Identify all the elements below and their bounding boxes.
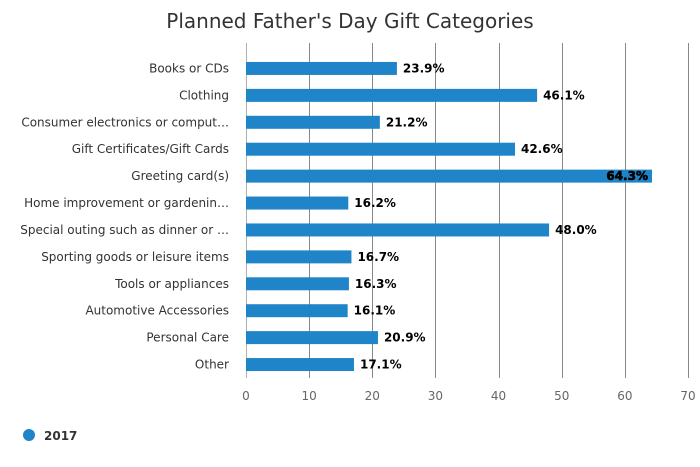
- category-label: Clothing: [179, 88, 229, 102]
- data-label: 46.1%: [543, 88, 585, 102]
- data-label: 16.1%: [354, 304, 396, 318]
- bar[interactable]: [246, 196, 349, 210]
- data-label: 16.2%: [354, 196, 396, 210]
- chart-title: Planned Father's Day Gift Categories: [166, 9, 533, 33]
- bar[interactable]: [246, 61, 397, 75]
- x-tick-label: 30: [428, 389, 443, 403]
- category-label: Books or CDs: [149, 61, 229, 75]
- data-label: 16.3%: [355, 277, 397, 291]
- bar[interactable]: [246, 304, 348, 318]
- category-label: Home improvement or gardenin…: [24, 196, 229, 210]
- data-label: 17.1%: [360, 358, 402, 372]
- x-tick-label: 50: [554, 389, 569, 403]
- bar[interactable]: [246, 277, 349, 291]
- category-label: Greeting card(s): [131, 169, 229, 183]
- x-tick-label: 20: [365, 389, 380, 403]
- bar[interactable]: [246, 88, 538, 102]
- category-labels: Books or CDs Clothing Consumer electronics…: [20, 61, 229, 371]
- data-label: 42.6%: [521, 142, 563, 156]
- legend-label: 2017: [44, 429, 77, 443]
- category-label: Personal Care: [146, 331, 229, 345]
- data-label: 23.9%: [403, 61, 445, 75]
- data-label: 20.9%: [384, 331, 426, 345]
- data-label: 64.3%: [606, 169, 648, 183]
- bar[interactable]: [246, 358, 354, 372]
- bar[interactable]: [246, 223, 550, 237]
- x-tick-label: 10: [302, 389, 317, 403]
- category-label: Automotive Accessories: [85, 304, 229, 318]
- data-label: 21.2%: [386, 115, 428, 129]
- tick-labels: 0 10 20 30 40 50 60 70: [242, 389, 695, 403]
- x-tick-label: 60: [617, 389, 632, 403]
- category-label: Sporting goods or leisure items: [41, 250, 229, 264]
- bar[interactable]: [246, 142, 515, 156]
- category-label: Gift Certificates/Gift Cards: [72, 142, 229, 156]
- category-label: Tools or appliances: [114, 277, 229, 291]
- x-tick-label: 40: [491, 389, 506, 403]
- category-label: Consumer electronics or comput…: [21, 115, 229, 129]
- data-label: 48.0%: [555, 223, 597, 237]
- bar[interactable]: [246, 250, 352, 264]
- x-tick-label: 0: [242, 389, 250, 403]
- data-label: 16.7%: [357, 250, 399, 264]
- x-tick-label: 70: [680, 389, 695, 403]
- bars: 23.9% 46.1% 21.2% 42.6% 64.3% 16.2% 48.0% 16.7%…: [246, 61, 653, 372]
- bar[interactable]: [246, 331, 378, 345]
- bar[interactable]: [246, 115, 380, 129]
- legend[interactable]: 2017: [23, 429, 77, 443]
- category-label: Special outing such as dinner or …: [20, 223, 229, 237]
- legend-marker: [23, 429, 35, 441]
- bar[interactable]: [246, 169, 653, 183]
- category-label: Other: [195, 358, 229, 372]
